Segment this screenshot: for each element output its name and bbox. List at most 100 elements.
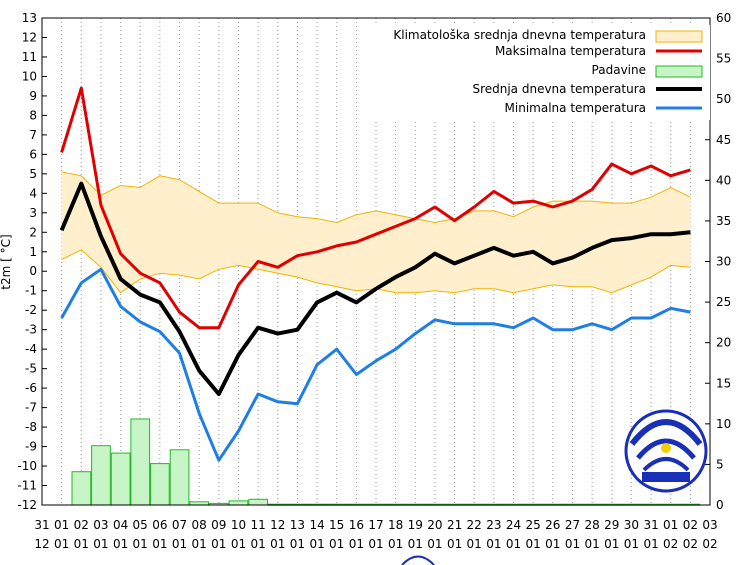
logo-sun	[661, 443, 671, 453]
x-tick-month: 02	[702, 537, 717, 551]
climate-band-upper-edge	[61, 171, 691, 224]
temperature-lines	[59, 86, 691, 462]
y-tick-label: -6	[25, 381, 37, 395]
legend-label-max: Maksimalna temperatura	[495, 44, 646, 58]
precipitation-bar	[71, 471, 92, 506]
x-tick-month: 01	[133, 537, 148, 551]
y2-tick-label: 25	[716, 295, 731, 309]
x-tick-day: 30	[624, 518, 639, 532]
precipitation-bar	[110, 452, 131, 506]
x-tick-month: 01	[192, 537, 207, 551]
x-tick-day: 01	[663, 518, 678, 532]
x-tick-month: 01	[54, 537, 69, 551]
x-tick-day: 20	[427, 518, 442, 532]
y-tick-label: 7	[29, 128, 37, 142]
y-tick-label: -8	[25, 420, 37, 434]
x-tick-day: 09	[211, 518, 226, 532]
legend-label-band: Klimatološka srednja dnevna temperatura	[393, 28, 646, 42]
x-tick-day: 23	[486, 518, 501, 532]
legend-label-mean: Srednja dnevna temperatura	[472, 82, 646, 96]
precipitation-bar	[169, 449, 190, 506]
x-tick-day: 28	[584, 518, 599, 532]
y2-tick-label: 45	[716, 133, 731, 147]
y-tick-label: 0	[29, 264, 37, 278]
y-tick-label: -3	[25, 323, 37, 337]
x-tick-day: 11	[250, 518, 265, 532]
y-tick-label: 9	[29, 89, 37, 103]
y-tick-label: -4	[25, 342, 37, 356]
y2-tick-label: 0	[716, 498, 724, 512]
y-tick-label: -10	[17, 459, 37, 473]
y2-tick-label: 20	[716, 336, 731, 350]
x-tick-month: 01	[172, 537, 187, 551]
x-tick-day: 18	[388, 518, 403, 532]
x-tick-day: 03	[93, 518, 108, 532]
legend-swatch-precip	[655, 65, 703, 78]
y-axis-label: t2m [ °C]	[0, 234, 13, 289]
x-tick-month: 01	[309, 537, 324, 551]
x-tick-month: 01	[250, 537, 265, 551]
x-tick-month: 01	[408, 537, 423, 551]
precipitation-bar	[150, 463, 170, 506]
x-tick-day: 14	[309, 518, 324, 532]
x-tick-day: 10	[231, 518, 246, 532]
bottom-mark	[401, 555, 435, 565]
x-tick-day: 08	[192, 518, 207, 532]
x-tick-month: 01	[290, 537, 305, 551]
x-tick-month: 01	[93, 537, 108, 551]
y-tick-label: -1	[25, 284, 37, 298]
legend-label-min: Minimalna temperatura	[505, 101, 646, 115]
x-tick-month: 01	[329, 537, 344, 551]
logo-waves	[642, 457, 690, 472]
x-tick-day: 24	[506, 518, 521, 532]
x-tick-month: 01	[624, 537, 639, 551]
x-tick-day: 02	[683, 518, 698, 532]
x-tick-month: 01	[388, 537, 403, 551]
institute-logo	[624, 409, 708, 493]
y-tick-label: 1	[29, 245, 37, 259]
x-tick-month: 01	[74, 537, 89, 551]
x-tick-month: 01	[486, 537, 501, 551]
precipitation-bar	[91, 445, 111, 506]
x-tick-day: 31	[643, 518, 658, 532]
x-tick-day: 03	[702, 518, 717, 532]
y-tick-label: 4	[29, 186, 37, 200]
series-line-1e7ee6	[60, 267, 691, 462]
x-tick-month: 01	[467, 537, 482, 551]
legend-swatch-band	[655, 30, 703, 43]
y-tick-label: -12	[17, 498, 37, 512]
legend: Klimatološka srednja dnevna temperatura …	[360, 25, 710, 120]
legend-background	[360, 25, 710, 120]
x-tick-month: 12	[34, 537, 49, 551]
x-tick-month: 01	[152, 537, 167, 551]
x-tick-day: 29	[604, 518, 619, 532]
x-tick-day: 27	[565, 518, 580, 532]
y-tick-label: 3	[29, 206, 37, 220]
x-tick-month: 01	[113, 537, 128, 551]
x-tick-day: 26	[545, 518, 560, 532]
y-tick-label: 12	[22, 30, 37, 44]
x-tick-day: 06	[152, 518, 167, 532]
x-tick-day: 19	[408, 518, 423, 532]
axes-ticks: 131211109876543210-1-2-3-4-5-6-7-8-9-10-…	[17, 11, 731, 551]
legend-label-precip: Padavine	[592, 63, 646, 77]
precipitation-bar	[130, 418, 151, 506]
y-tick-label: -5	[25, 362, 37, 376]
y-tick-label: 8	[29, 108, 37, 122]
x-tick-day: 25	[526, 518, 541, 532]
precipitation-bar	[248, 498, 269, 506]
y2-tick-label: 55	[716, 52, 731, 66]
x-tick-day: 13	[290, 518, 305, 532]
y-tick-label: -2	[25, 303, 37, 317]
x-tick-day: 12	[270, 518, 285, 532]
x-tick-day: 01	[54, 518, 69, 532]
x-tick-month: 01	[270, 537, 285, 551]
x-tick-month: 01	[447, 537, 462, 551]
y-tick-label: 13	[22, 11, 37, 25]
logo-waves	[629, 419, 703, 446]
y-tick-label: 5	[29, 167, 37, 181]
y-tick-label: -11	[17, 479, 37, 493]
logo-waves	[636, 438, 696, 460]
y-tick-label: 2	[29, 225, 37, 239]
y2-tick-label: 50	[716, 92, 731, 106]
